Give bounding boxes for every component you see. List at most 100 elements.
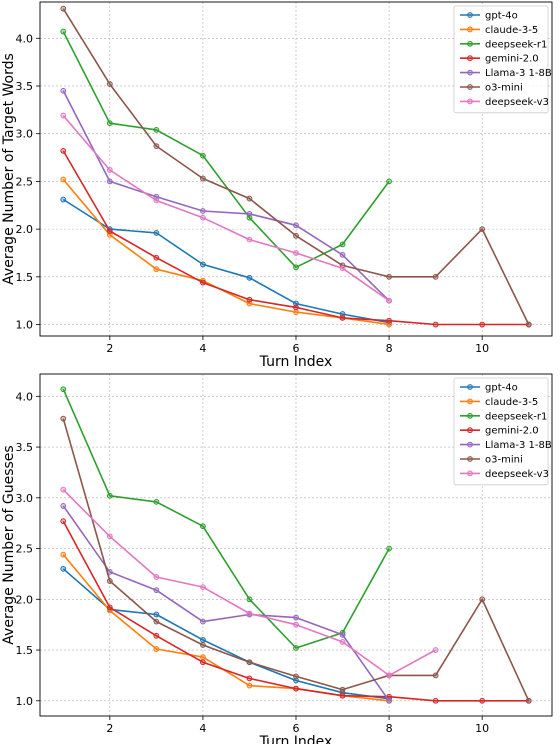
x-axis-label: Turn Index bbox=[259, 354, 333, 370]
legend-label: o3-mini bbox=[485, 455, 523, 466]
data-point bbox=[200, 152, 206, 159]
legend-label: Llama-3 1-8B bbox=[485, 68, 552, 79]
data-point bbox=[60, 28, 67, 35]
data-point bbox=[293, 250, 299, 256]
data-point bbox=[153, 498, 160, 505]
data-point bbox=[106, 178, 113, 185]
data-point bbox=[479, 321, 486, 328]
legend-swatch-marker bbox=[467, 98, 473, 105]
legend-box bbox=[453, 377, 549, 486]
legend-item: gemini-2.0 bbox=[460, 54, 539, 65]
data-point bbox=[386, 273, 392, 280]
legend: gpt-4o claude-3-5 deepseek-r1 gemini-2.0 Lla… bbox=[453, 377, 552, 486]
x-tick-label: 2 bbox=[106, 342, 113, 355]
data-point bbox=[60, 518, 67, 525]
data-point bbox=[339, 631, 346, 638]
data-point bbox=[339, 251, 346, 258]
legend-label: deepseek-v3 bbox=[485, 469, 549, 480]
data-point bbox=[60, 147, 67, 154]
data-point bbox=[60, 386, 67, 393]
legend-item: o3-mini bbox=[460, 83, 523, 94]
series-line bbox=[62, 489, 436, 677]
legend-label: deepseek-r1 bbox=[485, 39, 547, 50]
series-o3-mini bbox=[60, 415, 532, 704]
data-point bbox=[106, 578, 113, 584]
y-axis-label: Average Number of Guesses bbox=[1, 445, 17, 644]
legend-item: deepseek-r1 bbox=[460, 411, 547, 422]
data-point bbox=[432, 321, 439, 328]
data-point bbox=[106, 120, 113, 127]
data-point bbox=[153, 266, 160, 273]
legend-label: claude-3-5 bbox=[485, 25, 538, 36]
data-point bbox=[293, 673, 299, 680]
data-point bbox=[293, 232, 299, 239]
data-point bbox=[60, 87, 67, 94]
legend-item: claude-3-5 bbox=[460, 397, 538, 408]
legend-swatch-marker bbox=[467, 470, 473, 477]
legend-item: deepseek-r1 bbox=[460, 39, 547, 50]
legend-item: Llama-3 1-8B bbox=[460, 440, 552, 451]
data-point bbox=[106, 533, 113, 540]
data-point bbox=[153, 574, 160, 580]
series-claude-3-5 bbox=[60, 176, 392, 328]
data-point bbox=[432, 697, 439, 704]
x-tick-label: 4 bbox=[199, 722, 206, 735]
y-tick-label: 2.0 bbox=[16, 223, 34, 236]
series-line bbox=[62, 505, 390, 702]
legend-item: deepseek-v3 bbox=[460, 97, 549, 108]
legend-item: gemini-2.0 bbox=[460, 426, 539, 437]
y-tick-label: 3.0 bbox=[16, 492, 34, 505]
legend-item: gpt-4o bbox=[460, 11, 518, 22]
x-tick-label: 6 bbox=[293, 722, 300, 735]
legend-swatch-marker bbox=[467, 55, 473, 62]
data-point bbox=[60, 196, 67, 203]
legend-item: gpt-4o bbox=[460, 383, 518, 394]
legend-swatch-marker bbox=[467, 427, 473, 434]
data-point bbox=[60, 415, 67, 422]
series-line bbox=[62, 568, 390, 700]
data-point bbox=[246, 236, 253, 243]
legend-item: o3-mini bbox=[460, 455, 523, 466]
data-point bbox=[525, 697, 532, 704]
data-point bbox=[200, 642, 206, 648]
series-line bbox=[62, 8, 530, 325]
data-point bbox=[200, 208, 206, 214]
legend-swatch-marker bbox=[467, 398, 473, 405]
data-point bbox=[200, 584, 206, 591]
data-point bbox=[200, 618, 206, 625]
legend-label: Llama-3 1-8B bbox=[485, 440, 552, 451]
data-point bbox=[200, 523, 206, 530]
data-point bbox=[339, 686, 346, 693]
y-tick-label: 1.5 bbox=[16, 644, 34, 657]
data-point bbox=[339, 692, 346, 699]
y-tick-label: 2.5 bbox=[16, 543, 34, 556]
data-point bbox=[339, 639, 346, 645]
data-point bbox=[386, 545, 392, 552]
data-point bbox=[106, 81, 113, 87]
legend-swatch-marker bbox=[467, 69, 473, 76]
data-point bbox=[479, 596, 486, 603]
data-point bbox=[293, 222, 299, 229]
chart-panel-2: 2 4 6 8 10 1.0 1.5 2.0 2.5 3.0 3.5 4.0 Turn Index Ave… bbox=[1, 373, 553, 744]
x-tick-label: 8 bbox=[386, 342, 393, 355]
data-point bbox=[293, 264, 299, 271]
series-line bbox=[62, 90, 390, 302]
data-point bbox=[293, 614, 299, 621]
legend-label: deepseek-r1 bbox=[485, 411, 547, 422]
x-tick-label: 10 bbox=[475, 722, 489, 735]
y-tick-label: 1.0 bbox=[16, 695, 34, 708]
data-point bbox=[386, 697, 392, 704]
legend-label: claude-3-5 bbox=[485, 397, 538, 408]
legend-box bbox=[453, 5, 549, 114]
data-point bbox=[153, 611, 160, 618]
legend-swatch-marker bbox=[467, 12, 473, 18]
series-line bbox=[62, 31, 390, 269]
data-point bbox=[153, 254, 160, 261]
series-line bbox=[62, 115, 390, 302]
legend-swatch-marker bbox=[467, 26, 473, 33]
legend: gpt-4o claude-3-5 deepseek-r1 gemini-2.0 Lla… bbox=[453, 5, 552, 114]
data-point bbox=[293, 685, 299, 692]
legend-label: gemini-2.0 bbox=[485, 54, 539, 65]
legend-swatch-marker bbox=[467, 441, 473, 448]
